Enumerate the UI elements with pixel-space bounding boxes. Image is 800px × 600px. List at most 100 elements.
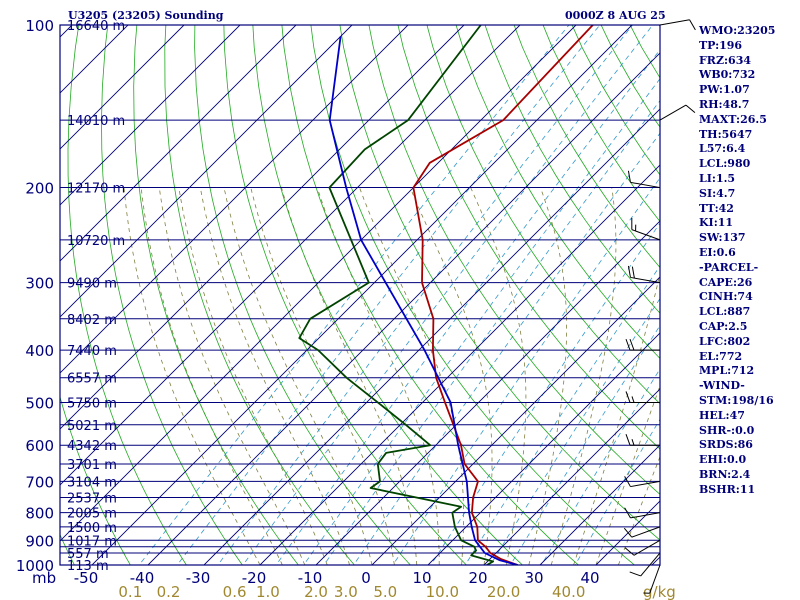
index-line: HEL:47 (699, 408, 745, 422)
temperature-tick-label: 30 (524, 569, 543, 587)
wind-barbs (623, 19, 696, 594)
mixing-ratio-label: 5.0 (373, 583, 397, 600)
mixing-ratio-line (217, 25, 634, 565)
mixing-ratio-label: 0.6 (223, 583, 247, 600)
pressure-unit-label: mb (32, 569, 56, 587)
height-label: 14010 m (67, 114, 125, 129)
index-line: SHR-:0.0 (699, 423, 755, 437)
index-line: EL:772 (699, 349, 743, 363)
pressure-tick-label: 100 (25, 17, 54, 35)
temperature-tick-label: 10 (412, 569, 431, 587)
sounding-timestamp: 0000Z 8 AUG 25 (565, 9, 666, 22)
height-label: 557 m (67, 547, 109, 562)
dry-adiabat (60, 533, 75, 565)
sounding-title: U3205 (23205) Sounding (68, 9, 224, 22)
plot-frame (59, 24, 661, 566)
moist-adiabat (595, 384, 660, 565)
height-label: 16640 m (67, 19, 125, 34)
index-line: LI:1.5 (699, 171, 736, 185)
wind-barb (627, 170, 661, 189)
wind-barb (625, 391, 660, 403)
mixing-ratio-unit-label: g/kg (643, 583, 676, 600)
height-label: 8402 m (67, 313, 117, 328)
isotherm (60, 25, 185, 150)
mixing-ratio-label: 0.2 (157, 583, 181, 600)
isotherm (60, 25, 353, 318)
temperature-tick-label: 20 (468, 569, 487, 587)
height-label: 5021 m (67, 419, 117, 434)
wind-barb (659, 19, 696, 31)
mixing-ratio-line (540, 368, 660, 565)
mixing-ratio-line (353, 132, 660, 565)
dry-adiabat (786, 0, 800, 576)
mixing-ratio-label: 20.0 (487, 583, 520, 600)
index-line: LCL:980 (699, 157, 751, 171)
pressure-tick-label: 500 (25, 394, 54, 412)
temperature-tick-label: 0 (361, 569, 371, 587)
pressure-tick-label: 600 (25, 437, 54, 455)
index-line: RH:48.7 (699, 97, 750, 111)
wind-barb (659, 104, 696, 121)
index-line: LCL:887 (699, 305, 751, 319)
index-line: TH:5647 (699, 127, 753, 141)
index-line: BSHR:11 (699, 482, 756, 496)
plot-background (60, 25, 660, 565)
index-line: CAPE:26 (699, 275, 753, 289)
index-line: WMO:23205 (699, 24, 776, 37)
temperature-tick-label: -50 (74, 569, 99, 587)
isotherm (483, 388, 660, 565)
isotherm (371, 276, 660, 565)
isotherm (60, 25, 521, 486)
mixing-ratio-label: 3.0 (334, 583, 358, 600)
pressure-tick-label: 1000 (16, 557, 54, 575)
wind-barb (643, 564, 661, 594)
height-label: 3104 m (67, 475, 117, 490)
index-line: STM:198/16 (699, 393, 774, 407)
mixing-ratio-label: 10.0 (426, 583, 459, 600)
mixing-ratio-line (574, 418, 660, 565)
pressure-tick-label: 700 (25, 473, 54, 491)
wind-barb (627, 265, 661, 284)
temperature-tick-label: -20 (242, 569, 267, 587)
wind-barb (624, 507, 661, 519)
mixing-ratio-label: 2.0 (304, 583, 328, 600)
pressure-tick-labels: 100 200 300 400 500 600 700 800 900 1000 (16, 17, 54, 575)
dry-adiabat (0, 0, 23, 576)
height-label: 7440 m (67, 344, 117, 359)
height-label: 2537 m (67, 492, 117, 507)
wind-barb (625, 338, 660, 351)
parcel-trace (328, 36, 518, 565)
mixing-ratio-line (464, 265, 660, 565)
pressure-tick-label: 400 (25, 342, 54, 360)
temperature-tick-label: -30 (186, 569, 211, 587)
pressure-tick-label: 300 (25, 275, 54, 293)
index-line: KI:11 (699, 216, 734, 230)
isotherm (91, 25, 633, 565)
index-line: -WIND- (699, 379, 745, 393)
index-line: EHI:0.0 (699, 453, 747, 467)
wind-barb (623, 526, 661, 538)
mixing-ratio-label: 40.0 (552, 583, 585, 600)
isotherm (60, 25, 577, 542)
wind-barb (624, 476, 661, 488)
height-label: 9490 m (67, 277, 117, 292)
mixing-ratio-labels: 0.1 0.2 0.6 1.0 2.0 3.0 5.0 10.0 20.0 40.0 (118, 583, 585, 600)
index-line: TP:196 (699, 38, 743, 52)
index-line: CINH:74 (699, 290, 753, 304)
temperature-tick-label: -40 (130, 569, 155, 587)
isotherm (315, 220, 660, 565)
mixing-ratio-line (138, 25, 570, 565)
height-labels: 16640 m 14010 m 12170 m 10720 m 9490 m 8402 m… (67, 19, 125, 574)
mixing-ratio-label: 1.0 (256, 583, 280, 600)
mixing-ratio-line (509, 324, 660, 565)
mixing-ratio-label: 0.1 (118, 583, 142, 600)
index-line: L57:6.4 (699, 142, 746, 156)
index-line: MAXT:26.5 (699, 112, 767, 126)
moist-adiabat (573, 271, 660, 565)
isotherm (147, 52, 660, 565)
index-line: PW:1.07 (699, 83, 750, 97)
moist-adiabat (123, 187, 261, 565)
temperature-tick-labels: -50 -40 -30 -20 -10 0 10 20 30 40 (74, 569, 600, 587)
height-label: 1500 m (67, 521, 117, 536)
moist-adiabat (140, 187, 283, 565)
